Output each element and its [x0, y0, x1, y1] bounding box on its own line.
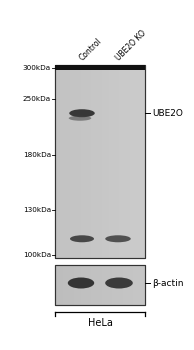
- Ellipse shape: [69, 109, 95, 117]
- Ellipse shape: [68, 278, 94, 288]
- Text: 250kDa: 250kDa: [23, 96, 51, 102]
- Ellipse shape: [69, 116, 91, 121]
- Text: 100kDa: 100kDa: [23, 252, 51, 258]
- Bar: [55, 65, 145, 70]
- Text: 130kDa: 130kDa: [23, 207, 51, 214]
- Ellipse shape: [70, 235, 94, 242]
- Text: UBE2O: UBE2O: [152, 109, 183, 118]
- Ellipse shape: [105, 278, 133, 288]
- Bar: [55, 65, 145, 258]
- Text: HeLa: HeLa: [87, 318, 113, 328]
- Text: 300kDa: 300kDa: [23, 65, 51, 71]
- Text: 180kDa: 180kDa: [23, 152, 51, 158]
- Bar: [55, 265, 145, 305]
- Text: β-actin: β-actin: [152, 279, 184, 287]
- Bar: [55, 265, 145, 305]
- Text: UBE2O KO: UBE2O KO: [114, 28, 147, 62]
- Text: Control: Control: [78, 36, 104, 62]
- Bar: [55, 65, 145, 258]
- Ellipse shape: [105, 235, 131, 242]
